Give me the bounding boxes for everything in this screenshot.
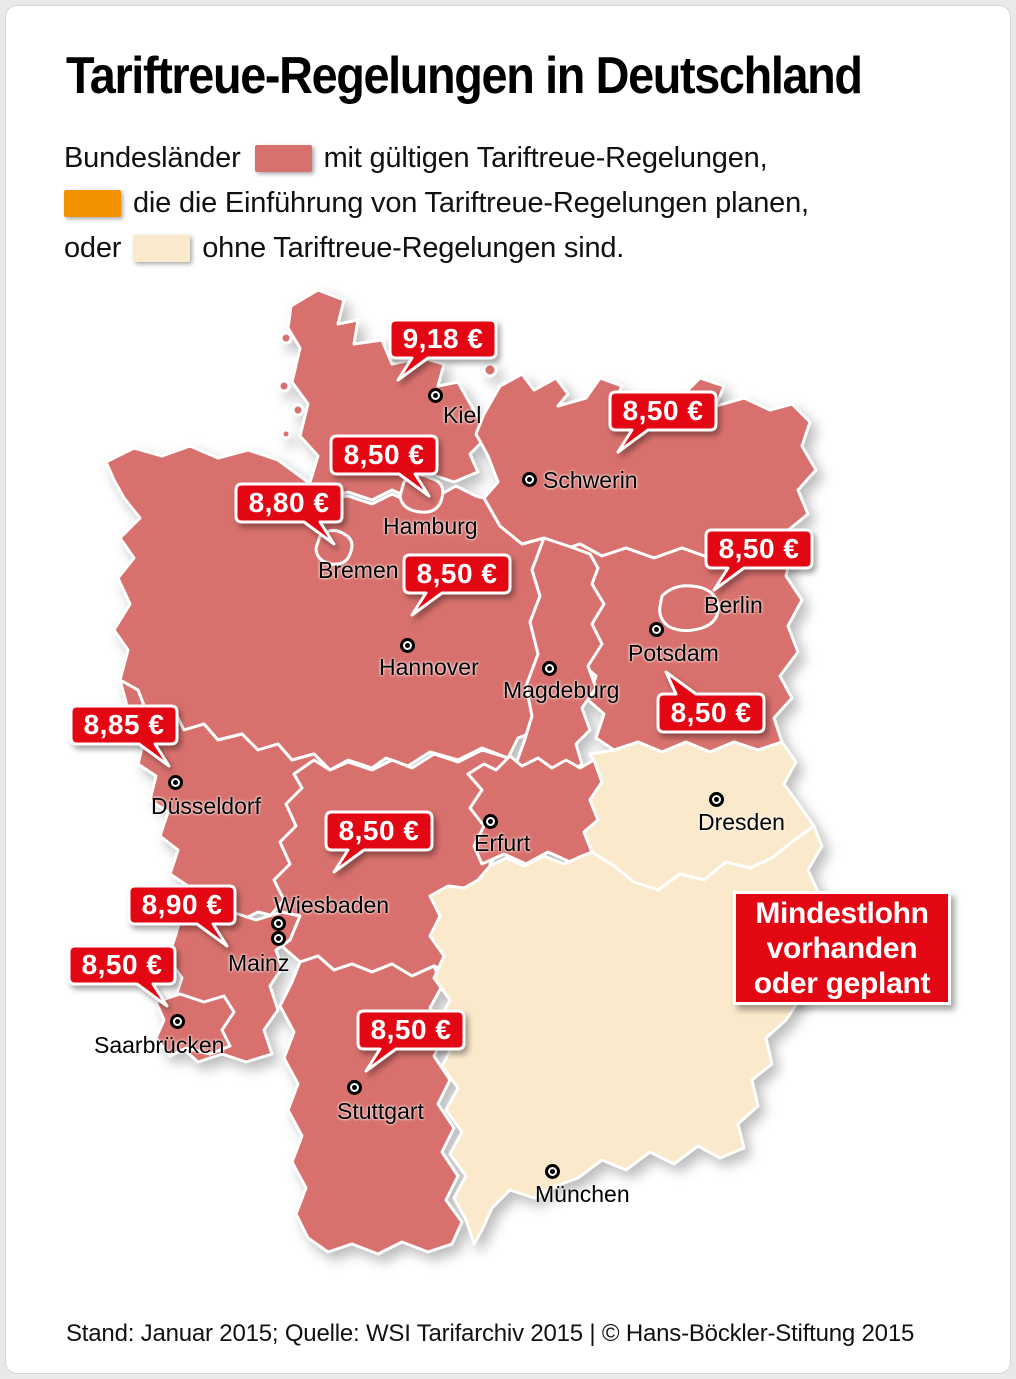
city-label-hamburg: Hamburg bbox=[383, 513, 478, 539]
state-berlin bbox=[658, 584, 720, 633]
callout-line: oder geplant bbox=[753, 966, 931, 1000]
city-label-berlin: Berlin bbox=[704, 592, 763, 618]
city-label-stuttgart: Stuttgart bbox=[337, 1098, 424, 1124]
wage-tag-schleswig-holstein: 9,18 € bbox=[388, 318, 498, 382]
wage-tag-value: 8,50 € bbox=[371, 1014, 452, 1045]
legend-swatch-planned-icon bbox=[64, 190, 121, 217]
city-marker-saarbruecken bbox=[170, 1014, 185, 1029]
wage-tag-value: 8,90 € bbox=[142, 889, 223, 920]
city-label-magdeburg: Magdeburg bbox=[503, 677, 620, 703]
source-note: Stand: Januar 2015; Quelle: WSI Tarifarc… bbox=[66, 1320, 915, 1347]
wage-tag-value: 8,80 € bbox=[249, 487, 330, 518]
legend-text: ohne Tariftreue-Regelungen sind. bbox=[202, 232, 625, 264]
city-label-schwerin: Schwerin bbox=[543, 467, 638, 493]
wage-tag-value: 8,50 € bbox=[623, 395, 704, 426]
city-marker-schwerin bbox=[522, 472, 537, 487]
city-marker-erfurt bbox=[483, 814, 498, 829]
city-label-bremen: Bremen bbox=[318, 557, 399, 583]
wage-tag-brandenburg: 8,50 € bbox=[656, 670, 766, 734]
callout-line: vorhanden bbox=[766, 931, 918, 965]
city-label-dresden: Dresden bbox=[698, 809, 785, 835]
wage-tag-value: 8,85 € bbox=[84, 709, 165, 740]
city-marker-dresden bbox=[709, 792, 724, 807]
wage-tag-value: 9,18 € bbox=[403, 323, 484, 354]
city-label-saarbruecken: Saarbrücken bbox=[94, 1032, 225, 1058]
city-marker-duesseldorf bbox=[168, 775, 183, 790]
city-marker-stuttgart bbox=[347, 1080, 362, 1095]
wage-tag-saarland: 8,50 € bbox=[67, 944, 177, 1008]
legend-line-none: oder ohne Tariftreue-Regelungen sind. bbox=[64, 226, 809, 271]
wage-tag-niedersachsen: 8,50 € bbox=[402, 553, 512, 617]
city-label-potsdam: Potsdam bbox=[628, 640, 719, 666]
city-marker-wiesbaden bbox=[271, 916, 286, 931]
city-marker-hannover bbox=[400, 638, 415, 653]
legend-swatch-none-icon bbox=[133, 235, 191, 262]
state-saarland bbox=[154, 992, 236, 1058]
wage-tag-hamburg: 8,50 € bbox=[329, 434, 439, 498]
wage-tag-value: 8,50 € bbox=[417, 558, 498, 589]
wage-tag-value: 8,50 € bbox=[671, 697, 752, 728]
wage-tag-value: 8,50 € bbox=[719, 533, 800, 564]
wage-tag-nordrhein-westfalen: 8,85 € bbox=[69, 704, 179, 768]
wage-tag-hessen: 8,50 € bbox=[324, 810, 434, 874]
legend-line-planned: die die Einführung von Tariftreue-Regelu… bbox=[64, 181, 809, 226]
legend-text: die die Einführung von Tariftreue-Regelu… bbox=[133, 187, 809, 219]
wage-tag-value: 8,50 € bbox=[344, 439, 425, 470]
callout-line: Mindestlohn bbox=[755, 896, 929, 930]
city-marker-potsdam bbox=[649, 622, 664, 637]
wage-tag-rheinland-pfalz: 8,90 € bbox=[127, 884, 237, 948]
legend-text: mit gültigen Tariftreue-Regelungen, bbox=[323, 142, 768, 174]
city-label-kiel: Kiel bbox=[443, 402, 482, 428]
state-sachsen-anhalt bbox=[514, 536, 606, 778]
legend-text: Bundesländer bbox=[64, 142, 241, 174]
wage-tag-bremen: 8,80 € bbox=[234, 482, 344, 546]
wage-tag-baden-wuerttemberg: 8,50 € bbox=[356, 1009, 466, 1073]
city-label-wiesbaden: Wiesbaden bbox=[274, 892, 390, 918]
city-marker-magdeburg bbox=[542, 661, 557, 676]
city-label-muenchen: München bbox=[535, 1181, 630, 1207]
north-sea-islands bbox=[277, 308, 498, 440]
legend: Bundesländer mit gültigen Tariftreue-Reg… bbox=[64, 136, 809, 271]
wage-tag-value: 8,50 € bbox=[339, 815, 420, 846]
city-label-hannover: Hannover bbox=[379, 654, 479, 680]
minimum-wage-callout: Mindestlohn vorhanden oder geplant bbox=[733, 891, 951, 1005]
city-label-duesseldorf: Düsseldorf bbox=[151, 793, 261, 819]
city-label-erfurt: Erfurt bbox=[474, 830, 531, 856]
legend-text: oder bbox=[64, 232, 122, 264]
legend-swatch-valid-icon bbox=[254, 145, 312, 172]
germany-map bbox=[104, 288, 824, 1256]
city-marker-kiel bbox=[428, 388, 443, 403]
wage-tag-value: 8,50 € bbox=[82, 949, 163, 980]
state-bayern bbox=[428, 824, 824, 1246]
infographic-card: Tariftreue-Regelungen in Deutschland Bun… bbox=[5, 5, 1011, 1374]
city-marker-mainz bbox=[271, 931, 286, 946]
legend-line-valid: Bundesländer mit gültigen Tariftreue-Reg… bbox=[64, 136, 809, 181]
page-title: Tariftreue-Regelungen in Deutschland bbox=[66, 47, 863, 105]
city-marker-muenchen bbox=[545, 1164, 560, 1179]
wage-tag-berlin: 8,50 € bbox=[704, 528, 814, 592]
wage-tag-mecklenburg-vorpommern: 8,50 € bbox=[608, 390, 718, 454]
city-label-mainz: Mainz bbox=[228, 950, 290, 976]
